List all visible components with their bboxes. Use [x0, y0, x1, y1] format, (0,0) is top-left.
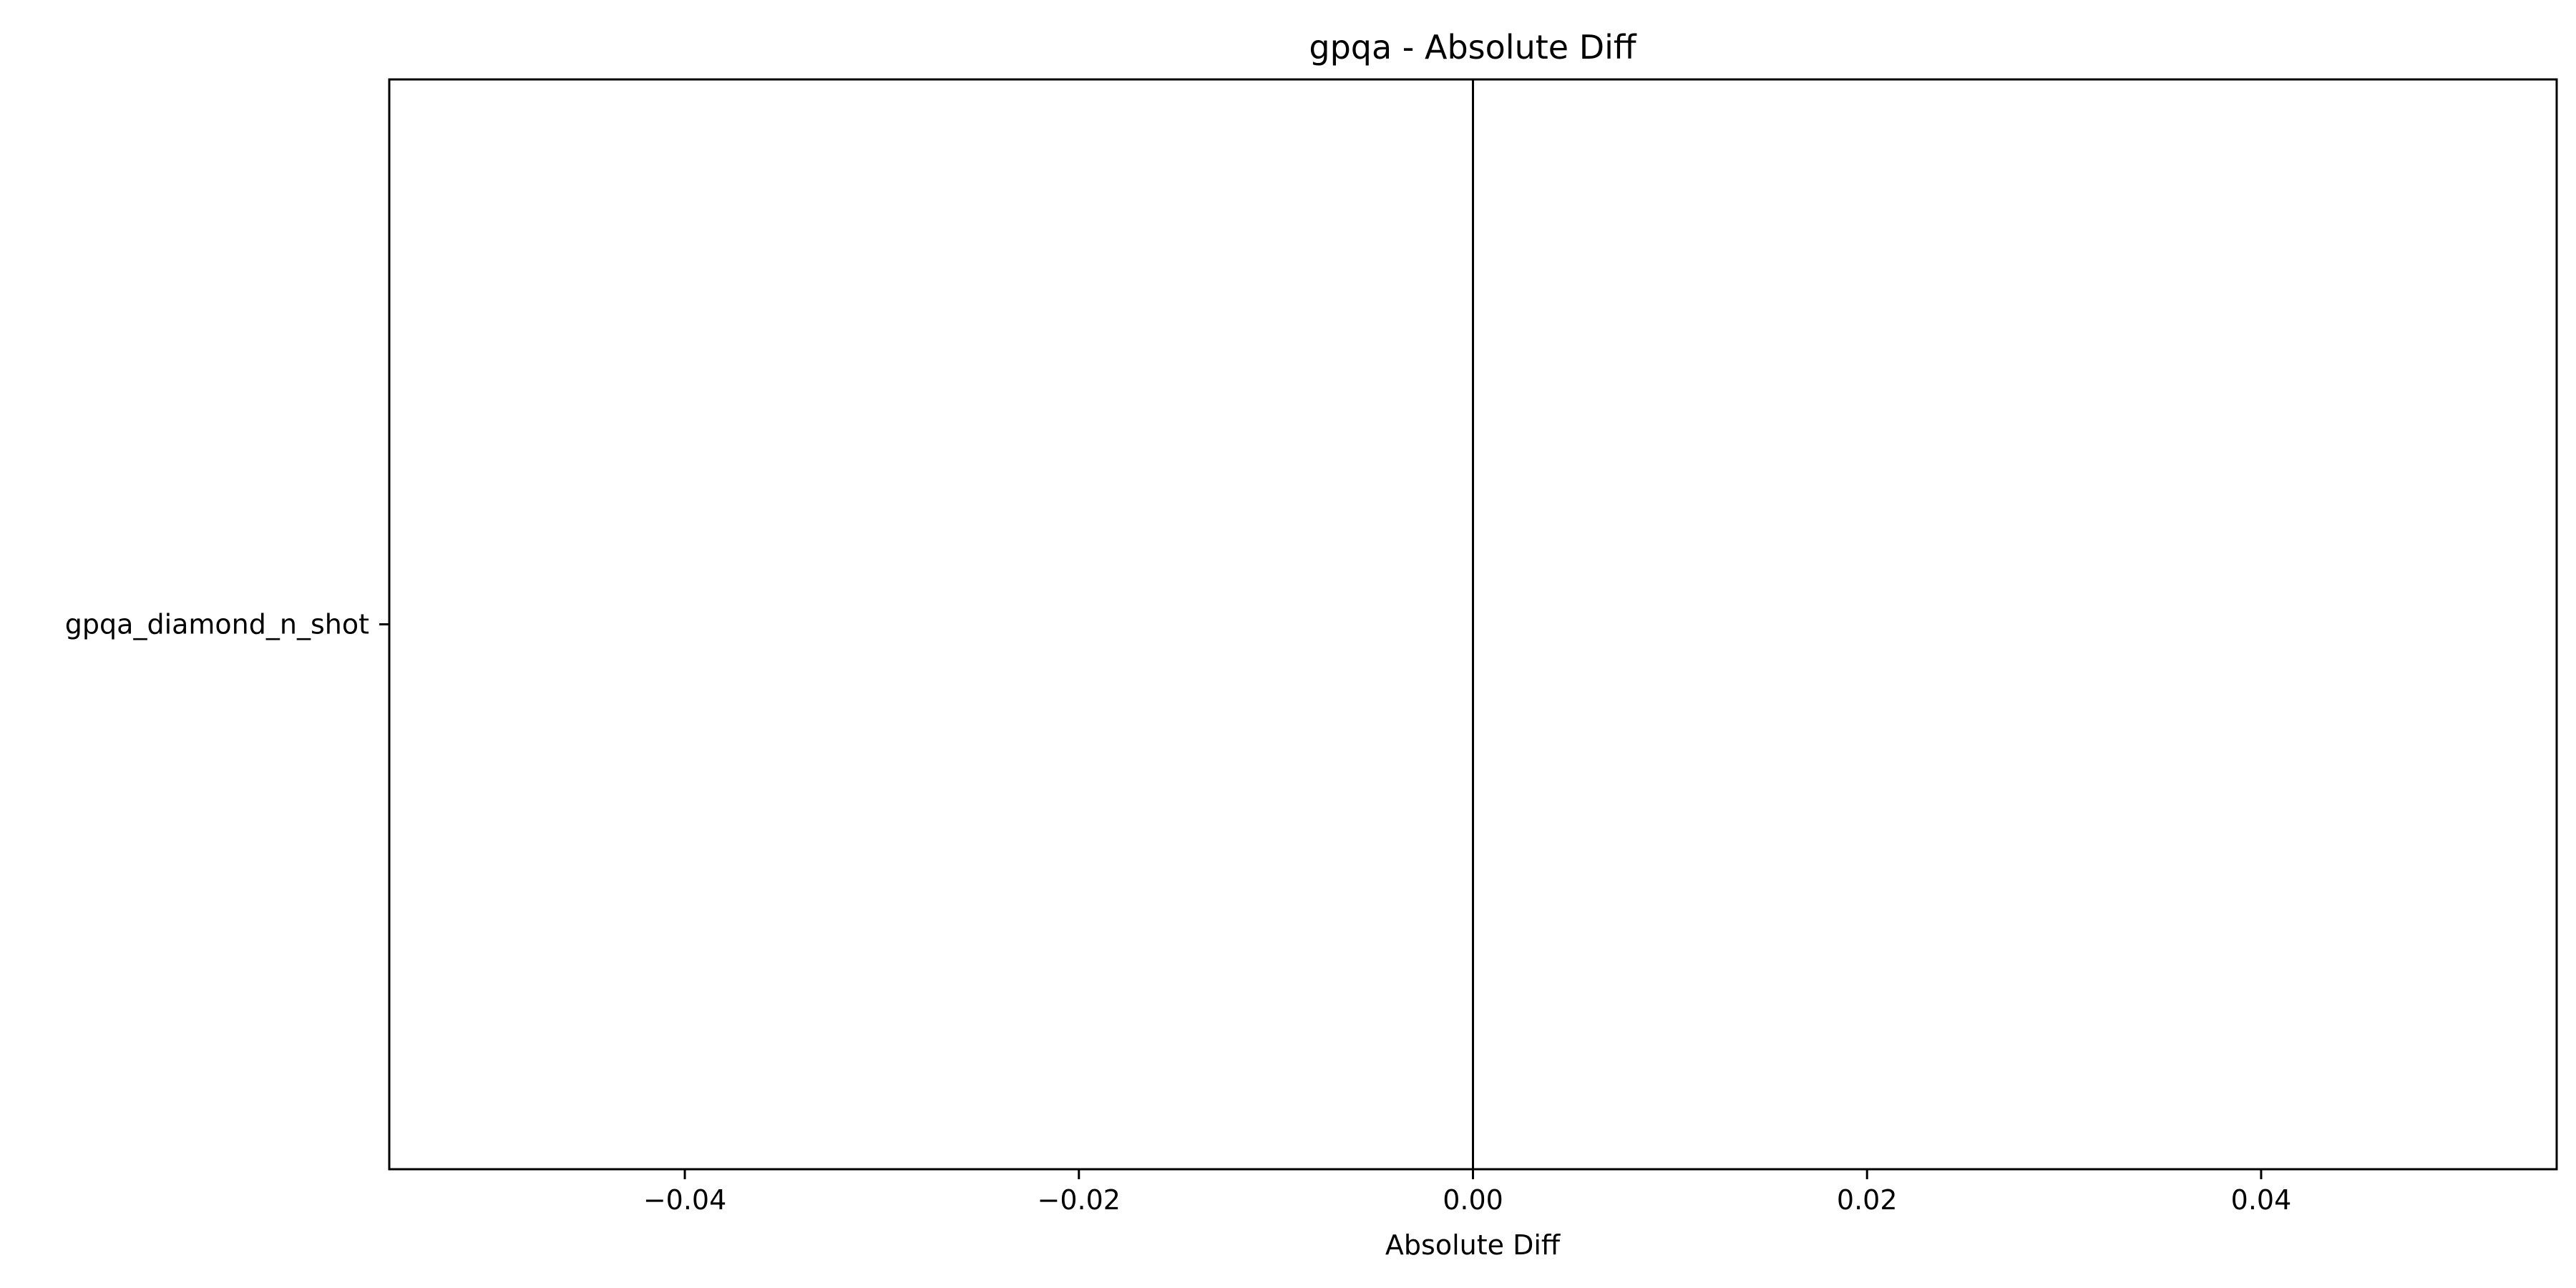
x-axis-label: Absolute Diff — [1385, 1229, 1561, 1261]
x-tick-label: 0.00 — [1443, 1184, 1503, 1216]
y-tick-label: gpqa_diamond_n_shot — [65, 609, 369, 640]
x-tick-label: −0.04 — [643, 1184, 726, 1216]
x-axis-ticks: −0.04 −0.02 0.00 0.02 0.04 — [643, 1169, 2291, 1216]
chart-title: gpqa - Absolute Diff — [1309, 28, 1637, 67]
plot-area-frame — [388, 78, 2558, 1171]
x-tick-label: 0.04 — [2231, 1184, 2292, 1216]
x-tick-label: 0.02 — [1837, 1184, 1898, 1216]
y-axis-ticks: gpqa_diamond_n_shot — [65, 609, 389, 640]
x-tick-label: −0.02 — [1038, 1184, 1121, 1216]
